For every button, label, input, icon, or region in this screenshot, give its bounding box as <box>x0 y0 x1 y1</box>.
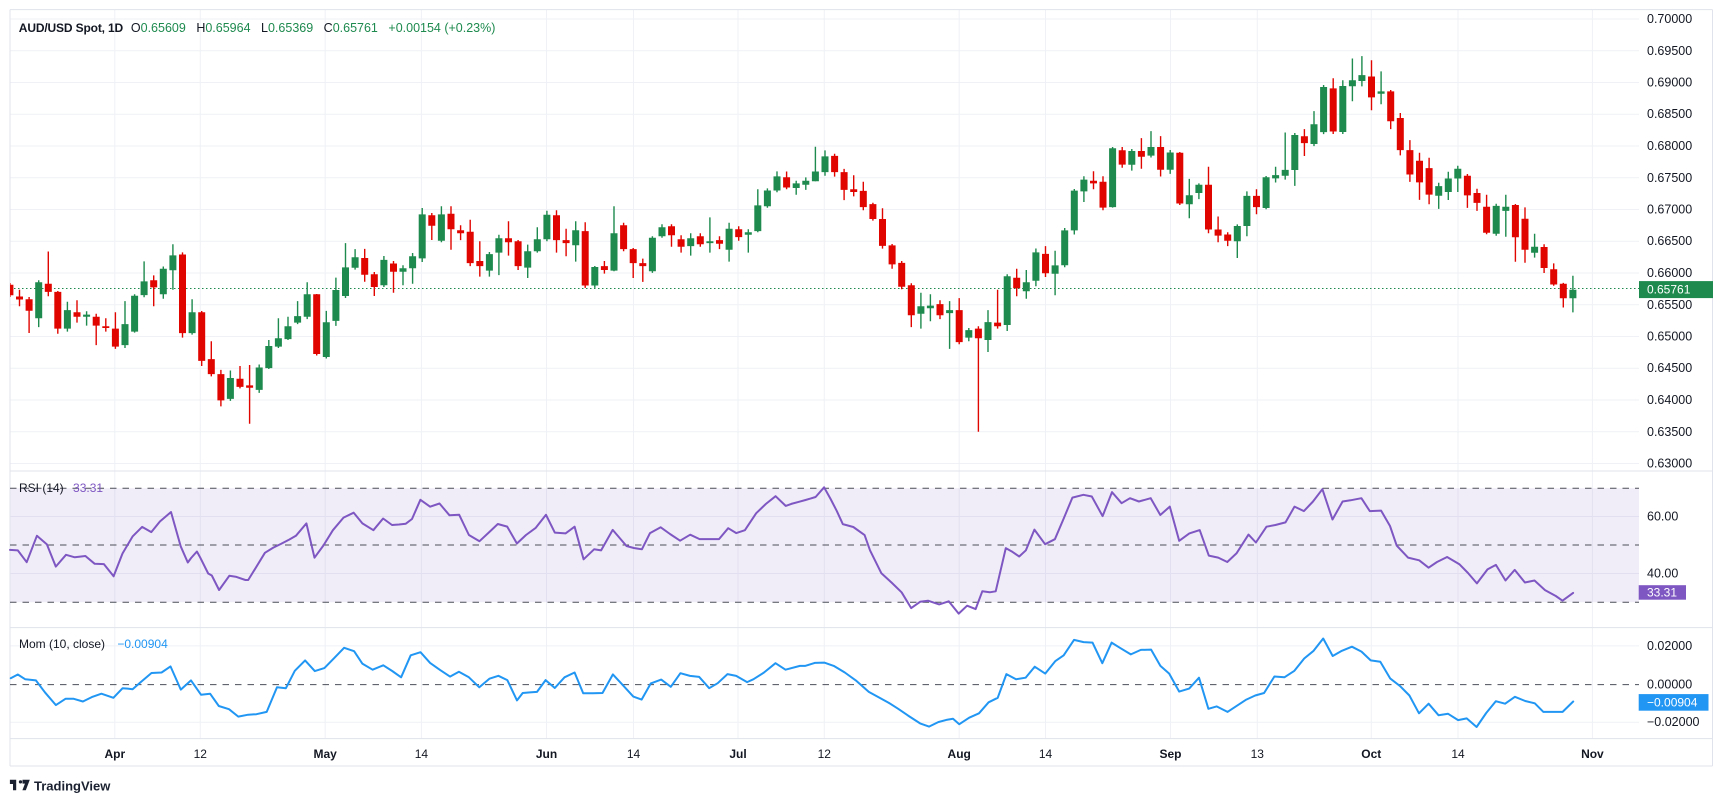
svg-text:12: 12 <box>818 747 832 761</box>
svg-text:0.63500: 0.63500 <box>1647 425 1692 439</box>
svg-text:14: 14 <box>415 747 429 761</box>
svg-text:0.69500: 0.69500 <box>1647 44 1692 58</box>
svg-text:Jul: Jul <box>729 747 746 761</box>
svg-text:−0.00904: −0.00904 <box>1647 696 1698 710</box>
svg-text:0.67500: 0.67500 <box>1647 171 1692 185</box>
svg-text:0.65000: 0.65000 <box>1647 330 1692 344</box>
svg-text:Jun: Jun <box>536 747 557 761</box>
svg-text:Sep: Sep <box>1159 747 1181 761</box>
svg-text:TradingView: TradingView <box>34 779 111 794</box>
svg-text:Aug: Aug <box>948 747 971 761</box>
svg-text:Nov: Nov <box>1581 747 1604 761</box>
svg-text:0.00000: 0.00000 <box>1647 678 1692 692</box>
svg-text:Oct: Oct <box>1361 747 1381 761</box>
svg-text:−0.02000: −0.02000 <box>1647 715 1700 729</box>
svg-text:0.64500: 0.64500 <box>1647 361 1692 375</box>
svg-text:RSI (14) 33.31: RSI (14) 33.31 <box>19 481 103 495</box>
svg-text:Apr: Apr <box>104 747 125 761</box>
svg-text:60.00: 60.00 <box>1647 510 1678 524</box>
svg-text:0.65761: 0.65761 <box>1647 283 1691 297</box>
svg-text:14: 14 <box>1039 747 1053 761</box>
svg-text:0.66000: 0.66000 <box>1647 266 1692 280</box>
svg-text:May: May <box>314 747 338 761</box>
svg-text:0.64000: 0.64000 <box>1647 393 1692 407</box>
svg-text:12: 12 <box>194 747 208 761</box>
svg-text:40.00: 40.00 <box>1647 567 1678 581</box>
svg-text:0.63000: 0.63000 <box>1647 457 1692 471</box>
svg-text:0.68500: 0.68500 <box>1647 107 1692 121</box>
svg-text:0.68000: 0.68000 <box>1647 139 1692 153</box>
svg-text:0.66500: 0.66500 <box>1647 234 1692 248</box>
svg-text:Mom (10, close) −0.00904: Mom (10, close) −0.00904 <box>19 637 168 651</box>
svg-text:0.69000: 0.69000 <box>1647 76 1692 90</box>
svg-text:0.02000: 0.02000 <box>1647 639 1692 653</box>
svg-text:AUD/USD Spot, 1D: AUD/USD Spot, 1D <box>19 21 124 35</box>
svg-text:13: 13 <box>1251 747 1265 761</box>
svg-text:14: 14 <box>627 747 641 761</box>
svg-text:0.70000: 0.70000 <box>1647 12 1692 26</box>
svg-text:14: 14 <box>1451 747 1465 761</box>
svg-text:0.65500: 0.65500 <box>1647 298 1692 312</box>
svg-text:0.67000: 0.67000 <box>1647 203 1692 217</box>
svg-text:33.31: 33.31 <box>1647 586 1677 600</box>
